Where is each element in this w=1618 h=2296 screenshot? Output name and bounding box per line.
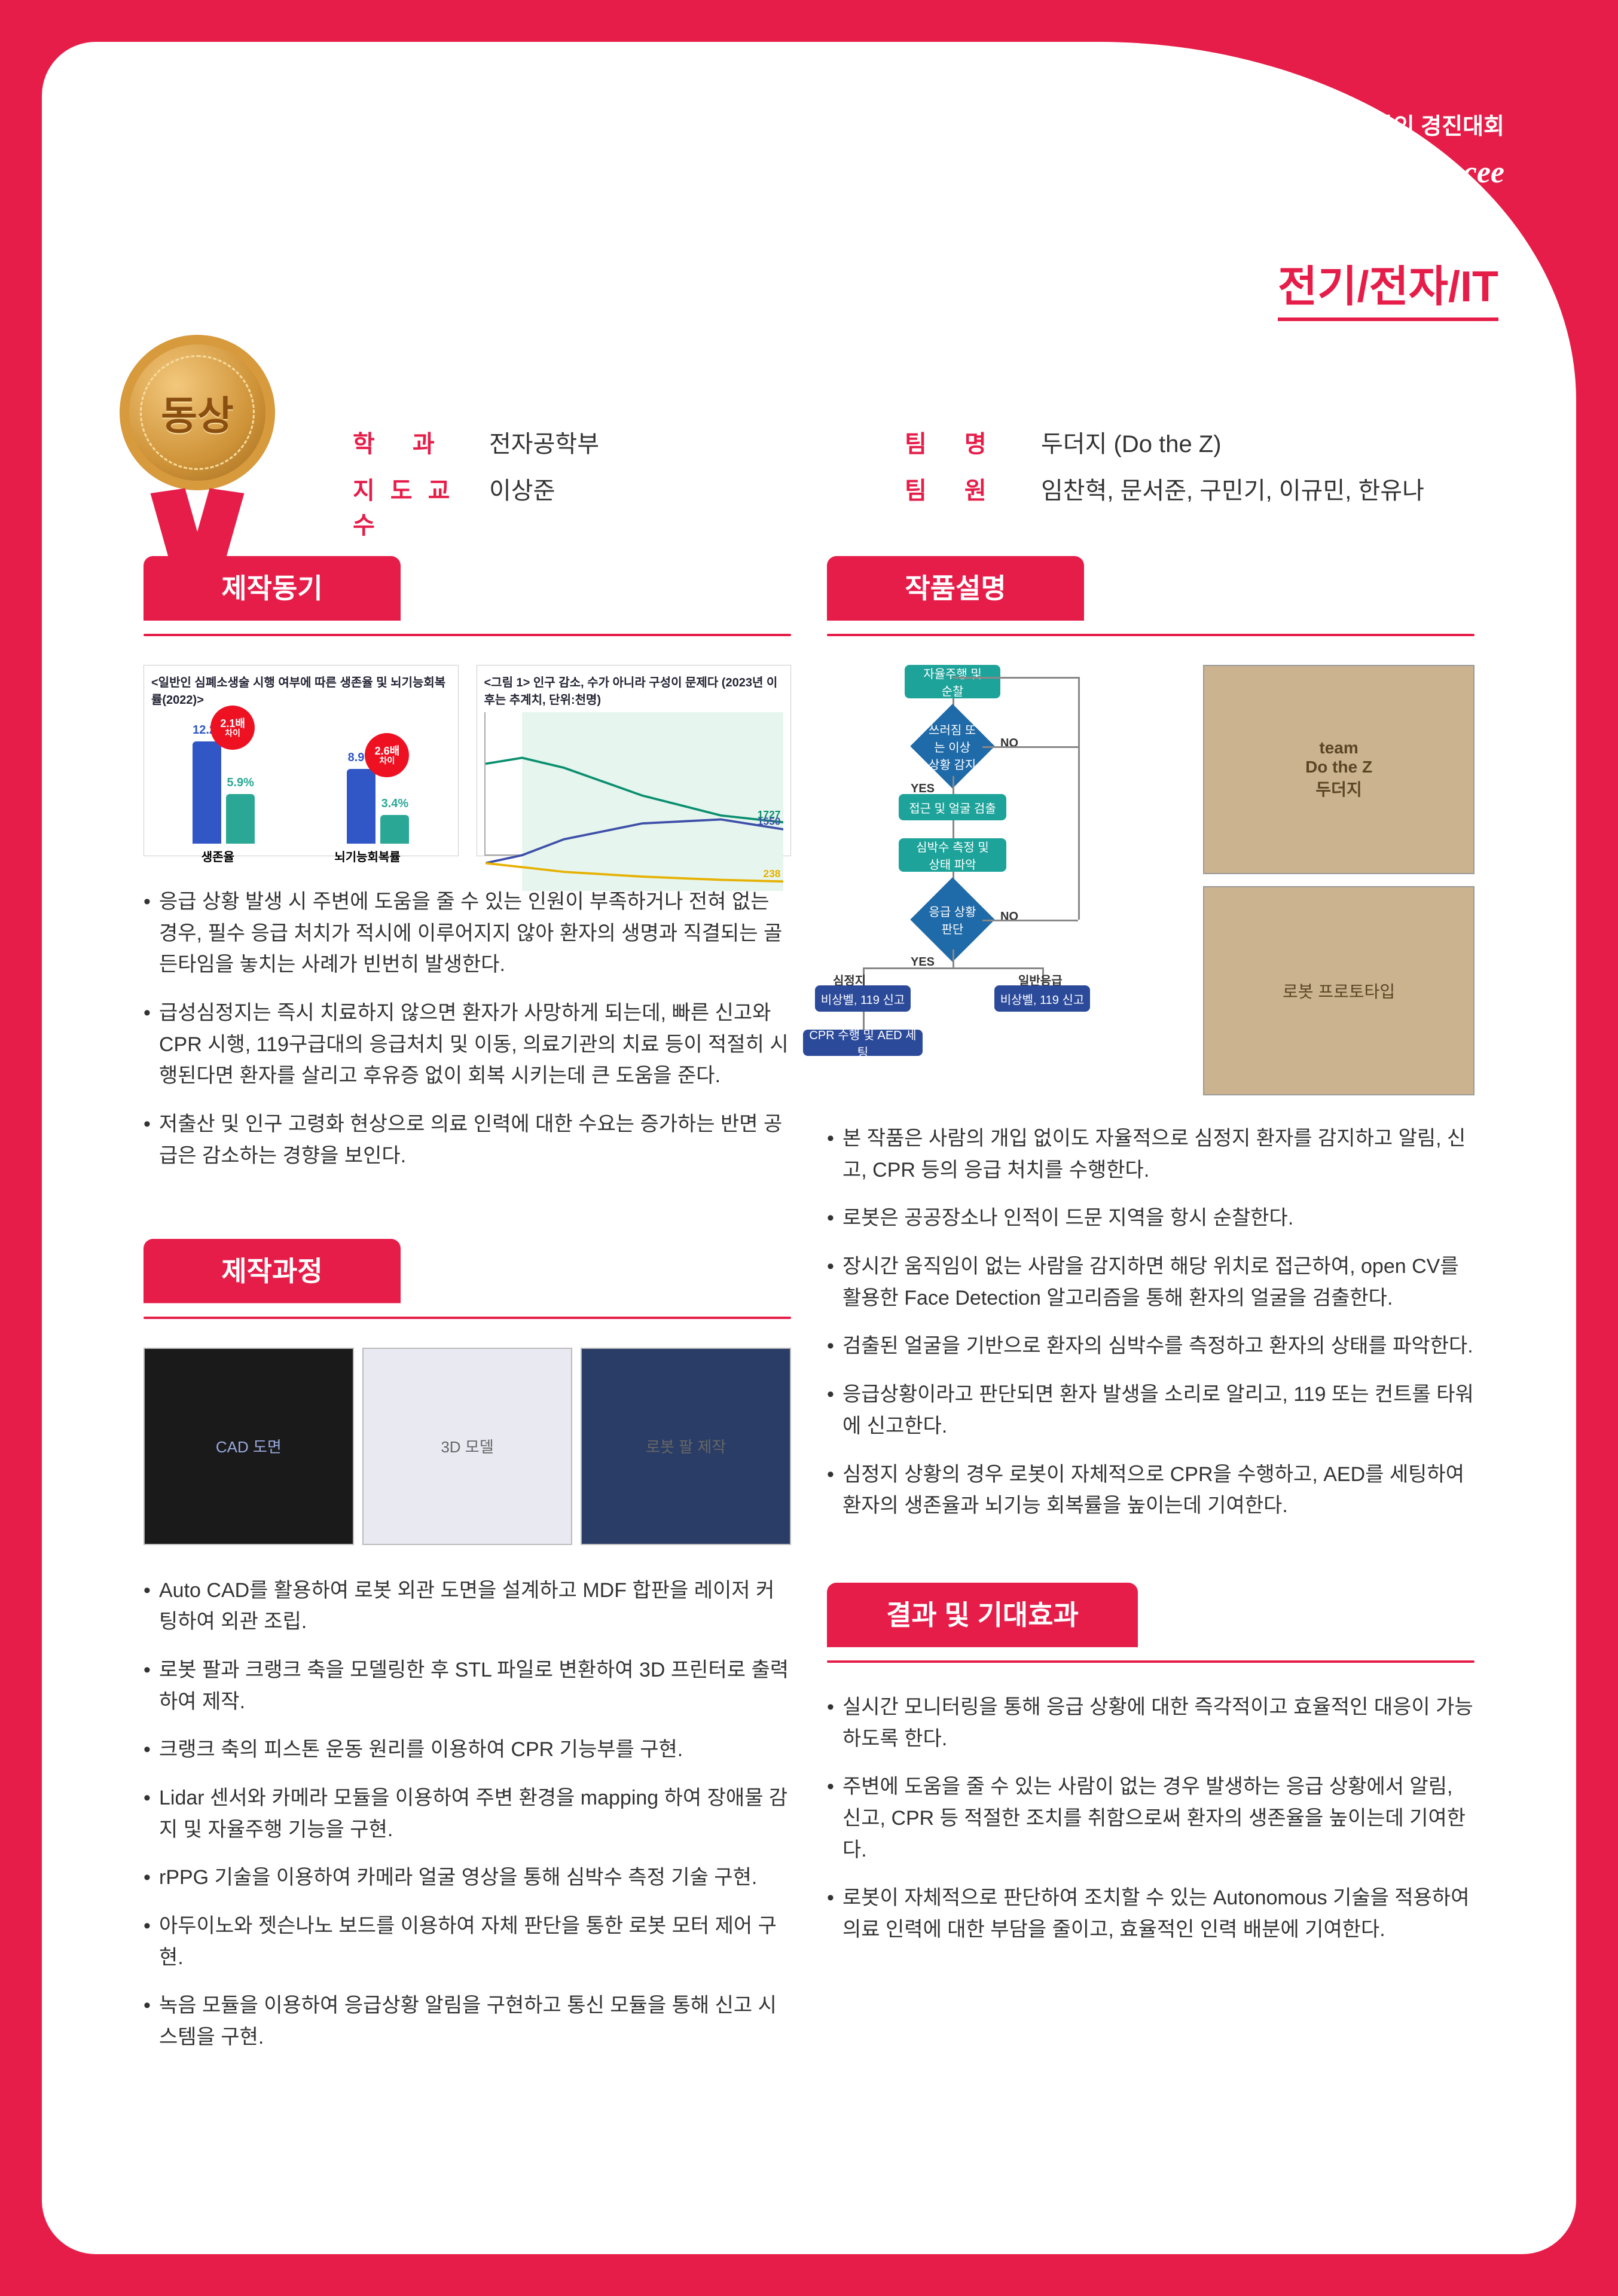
robot-photo-1: team Do the Z 두더지 (1203, 665, 1474, 874)
info-members: 팀 원임찬혁, 문서준, 구민기, 이규민, 한유나 (905, 471, 1457, 541)
flow-node: 비상벨, 119 신고 (815, 985, 911, 1012)
list-item: 장시간 움직임이 없는 사람을 감지하면 해당 위치로 접근하여, open C… (827, 1251, 1474, 1314)
medal-badge: 동상 (120, 335, 275, 538)
list-item: rPPG 기술을 이용하여 카메라 얼굴 영상을 통해 심박수 측정 기술 구현… (144, 1862, 791, 1894)
flow-node: 자율주행 및 순찰 (905, 665, 1000, 698)
info-dept: 학 과전자공학부 (353, 425, 905, 459)
flow-node: 비상벨, 119 신고 (994, 985, 1090, 1012)
tab-results: 결과 및 기대효과 (827, 1583, 1138, 1644)
tab-desc: 작품설명 (827, 556, 1084, 617)
process-img-3d: 3D 모델 (362, 1348, 573, 1545)
list-item: 로봇은 공공장소나 인적이 드문 지역을 항시 순찰한다. (827, 1202, 1474, 1234)
list-item: Lidar 센서와 카메라 모듈을 이용하여 주변 환경을 mapping 하여… (144, 1782, 791, 1845)
flow-node: 접근 및 얼굴 검출 (899, 794, 1006, 820)
motive-text: 응급 상황 발생 시 주변에 도움을 줄 수 있는 인원이 부족하거나 전혀 없… (144, 886, 791, 1189)
univ-logo-icon: ♔ 전북대학교 (1156, 146, 1335, 191)
list-item: 심정지 상황의 경우 로봇이 자체적으로 CPR을 수행하고, AED를 세팅하… (827, 1459, 1474, 1522)
list-item: 응급 상황 발생 시 주변에 도움을 줄 수 있는 인원이 부족하거나 전혀 없… (144, 886, 791, 981)
survival-bar-chart: <일반인 심폐소생술 시행 여부에 따른 생존율 및 뇌기능회복률(2022)>… (144, 665, 459, 856)
list-item: 본 작품은 사람의 개입 없이도 자율적으로 심정지 환자를 감지하고 알림, … (827, 1123, 1474, 1186)
list-item: 주변에 도움을 줄 수 있는 사람이 없는 경우 발생하는 응급 상황에서 알림… (827, 1771, 1474, 1866)
list-item: 크랭크 축의 피스톤 운동 원리를 이용하여 CPR 기능부를 구현. (144, 1734, 791, 1766)
process-text: Auto CAD를 활용하여 로봇 외관 도면을 설계하고 MDF 합판을 레이… (144, 1575, 791, 2070)
poster-title: Autonomous 응급처치 로봇 (102, 96, 544, 257)
robot-photo-2: 로봇 프로토타입 (1203, 886, 1474, 1095)
flowchart: 자율주행 및 순찰쓰러짐 또는 이상 상황 감지YESNO접근 및 얼굴 검출심… (827, 665, 1189, 1095)
svg-text:238: 238 (763, 868, 780, 880)
icee-logo: i-cee (1444, 155, 1504, 190)
list-item: 급성심정지는 즉시 치료하지 않으면 환자가 사망하게 되는데, 빠른 신고와 … (144, 997, 791, 1092)
info-team: 팀 명두더지 (Do the Z) (905, 425, 1457, 459)
list-item: 검출된 얼굴을 기반으로 환자의 심박수를 측정하고 환자의 상태를 파악한다. (827, 1330, 1474, 1362)
info-grid: 학 과전자공학부 팀 명두더지 (Do the Z) 지도교수이상준 팀 원임찬… (353, 425, 1457, 541)
process-img-cad: CAD 도면 (144, 1348, 354, 1545)
list-item: 로봇이 자체적으로 판단하여 조치할 수 있는 Autonomous 기술을 적… (827, 1882, 1474, 1945)
category-label: 전기/전자/IT (1278, 251, 1498, 321)
list-item: 녹음 모듈을 이용하여 응급상황 알림을 구현하고 통신 모듈을 통해 신고 시… (144, 1990, 791, 2053)
left-column: 제작동기 <일반인 심폐소생술 시행 여부에 따른 생존율 및 뇌기능회복률(2… (144, 556, 791, 2194)
desc-text: 본 작품은 사람의 개입 없이도 자율적으로 심정지 환자를 감지하고 알림, … (827, 1123, 1474, 1538)
motive-charts: <일반인 심폐소생술 시행 여부에 따른 생존율 및 뇌기능회복률(2022)>… (144, 665, 791, 856)
linc-logo: LINC (1351, 154, 1428, 190)
flow-node: CPR 수행 및 AED 세팅 (803, 1030, 923, 1056)
list-item: 응급상황이라고 판단되면 환자 발생을 소리로 알리고, 119 또는 컨트롤 … (827, 1379, 1474, 1442)
svg-text:1550: 1550 (757, 816, 780, 828)
right-column: 작품설명 자율주행 및 순찰쓰러짐 또는 이상 상황 감지YESNO접근 및 얼… (827, 556, 1474, 2194)
tab-process: 제작과정 (144, 1239, 401, 1300)
flow-node: 심박수 측정 및 상태 파악 (899, 838, 1006, 872)
list-item: 로봇 팔과 크랭크 축을 모델링한 후 STL 파일로 변환하여 3D 프린터로… (144, 1654, 791, 1717)
info-advisor: 지도교수이상준 (353, 471, 905, 541)
process-img-arm: 로봇 팔 제작 (581, 1348, 791, 1545)
population-line-chart: <그림 1> 인구 감소, 수가 아니라 구성이 문제다 (2023년 이후는 … (477, 665, 792, 856)
list-item: 저출산 및 인구 고령화 현상으로 의료 인력에 대한 수요는 증가하는 반면 … (144, 1109, 791, 1171)
list-item: Auto CAD를 활용하여 로봇 외관 도면을 설계하고 MDF 합판을 레이… (144, 1575, 791, 1638)
header-logos: 2024학년도 1학기 캡스톤디자인 경진대회 ♔ 전북대학교 LINC i-c… (1109, 108, 1504, 191)
list-item: 실시간 모니터링을 통해 응급 상황에 대한 즉각적이고 효율적인 대응이 가능… (827, 1692, 1474, 1754)
list-item: 아두이노와 젯슨나노 보드를 이용하여 자체 판단을 통한 로봇 모터 제어 구… (144, 1910, 791, 1973)
divider (144, 634, 791, 636)
process-images: CAD 도면 3D 모델 로봇 팔 제작 (144, 1348, 791, 1545)
results-text: 실시간 모니터링을 통해 응급 상황에 대한 즉각적이고 효율적인 대응이 가능… (827, 1692, 1474, 1962)
